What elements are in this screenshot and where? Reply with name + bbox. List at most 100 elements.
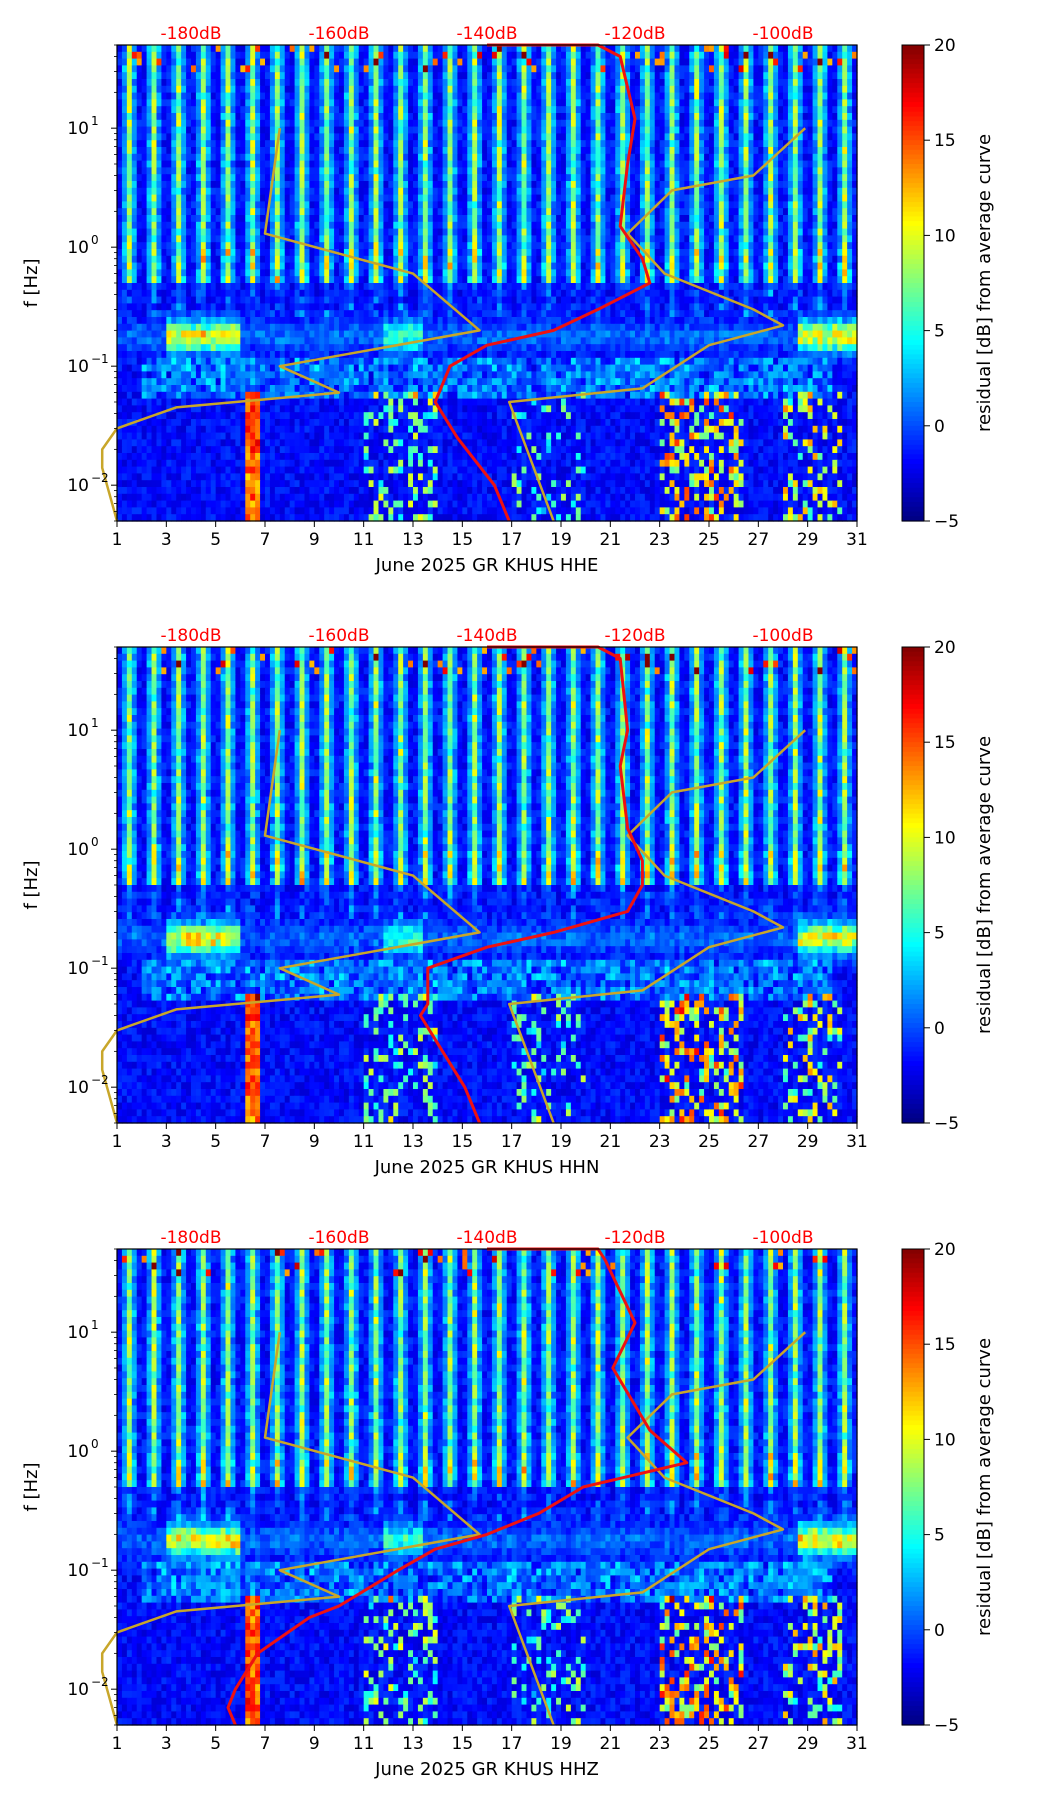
heatmap-cell xyxy=(186,228,192,236)
heatmap-cell xyxy=(225,85,232,94)
heatmap-cell xyxy=(343,187,350,196)
heatmap-cell xyxy=(250,85,256,94)
heatmap-cell xyxy=(516,106,523,114)
heatmap-cell xyxy=(546,133,552,141)
heatmap-cell xyxy=(748,72,754,80)
heatmap-cell xyxy=(205,201,212,209)
heatmap-cell xyxy=(442,119,449,128)
heatmap-cell xyxy=(570,140,577,148)
heatmap-cell xyxy=(131,133,138,141)
heatmap-cell xyxy=(171,181,177,189)
heatmap-cell xyxy=(284,92,291,100)
heatmap-cell xyxy=(802,119,809,128)
heatmap-cell xyxy=(245,215,251,223)
heatmap-cell xyxy=(684,221,690,230)
heatmap-cell xyxy=(654,235,661,243)
heatmap-cell xyxy=(482,249,488,257)
heatmap-cell xyxy=(758,160,764,168)
heatmap-cell xyxy=(817,51,824,60)
heatmap-cell xyxy=(644,215,651,223)
heatmap-cell xyxy=(511,255,518,264)
heatmap-cell xyxy=(477,92,483,100)
heatmap-cell xyxy=(852,181,858,189)
heatmap-cell xyxy=(699,249,705,257)
heatmap-cell xyxy=(605,167,611,175)
heatmap-cell xyxy=(689,65,695,73)
heatmap-cell xyxy=(580,201,587,209)
heatmap-cell xyxy=(117,85,123,94)
heatmap-cell xyxy=(171,119,177,128)
heatmap-cell xyxy=(847,194,853,202)
heatmap-cell xyxy=(220,99,227,107)
heatmap-cell xyxy=(413,79,419,87)
heatmap-cell xyxy=(516,147,523,155)
heatmap-cell xyxy=(255,235,261,243)
heatmap-cell xyxy=(852,147,858,155)
heatmap-cell xyxy=(768,235,774,243)
heatmap-cell xyxy=(314,106,320,114)
heatmap-cell xyxy=(792,249,799,257)
heatmap-cell xyxy=(388,99,394,107)
heatmap-cell xyxy=(294,242,301,250)
heatmap-cell xyxy=(151,51,158,60)
heatmap-cell xyxy=(827,221,833,230)
heatmap-cell xyxy=(378,242,384,250)
heatmap-cell xyxy=(151,194,158,202)
heatmap-cell xyxy=(565,58,572,66)
heatmap-cell xyxy=(442,92,449,100)
heatmap-cell xyxy=(556,228,562,236)
heatmap-cell xyxy=(758,187,764,196)
heatmap-cell xyxy=(482,126,488,134)
heatmap-cell xyxy=(783,72,789,80)
heatmap-cell xyxy=(427,72,434,80)
heatmap-cell xyxy=(225,208,232,216)
heatmap-cell xyxy=(585,242,592,250)
heatmap-cell xyxy=(787,208,794,216)
heatmap-cell xyxy=(121,262,128,270)
heatmap-cell xyxy=(748,79,754,87)
heatmap-cell xyxy=(284,221,291,230)
heatmap-cell xyxy=(620,249,626,257)
heatmap-cell xyxy=(200,79,207,87)
heatmap-cell xyxy=(334,208,340,216)
heatmap-cell xyxy=(334,99,340,107)
heatmap-cell xyxy=(605,208,611,216)
heatmap-cell xyxy=(215,228,222,236)
heatmap-cell xyxy=(378,58,384,66)
heatmap-cell xyxy=(659,255,666,264)
heatmap-cell xyxy=(778,65,784,73)
heatmap-cell xyxy=(664,99,671,107)
heatmap-cell xyxy=(240,221,246,230)
heatmap-cell xyxy=(250,140,256,148)
heatmap-cell xyxy=(383,174,389,182)
heatmap-cell xyxy=(408,72,414,80)
heatmap-cell xyxy=(679,106,685,114)
heatmap-cell xyxy=(487,45,493,53)
heatmap-cell xyxy=(334,126,340,134)
heatmap-cell xyxy=(575,167,582,175)
heatmap-cell xyxy=(393,160,399,168)
heatmap-cell xyxy=(852,72,858,80)
heatmap-cell xyxy=(235,106,241,114)
heatmap-cell xyxy=(526,51,532,60)
heatmap-cell xyxy=(422,65,429,73)
heatmap-cell xyxy=(388,228,394,236)
heatmap-cell xyxy=(669,160,676,168)
heatmap-cell xyxy=(269,249,276,257)
heatmap-cell xyxy=(131,228,138,236)
heatmap-cell xyxy=(482,65,488,73)
heatmap-cell xyxy=(452,45,458,53)
heatmap-cell xyxy=(565,51,572,60)
heatmap-cell xyxy=(738,160,745,168)
heatmap-cell xyxy=(531,249,537,257)
heatmap-cell xyxy=(368,235,375,243)
heatmap-cell xyxy=(797,215,804,223)
heatmap-cell xyxy=(694,187,700,196)
heatmap-cell xyxy=(644,147,651,155)
heatmap-cell xyxy=(358,228,365,236)
heatmap-cell xyxy=(427,140,434,148)
heatmap-cell xyxy=(541,119,547,128)
heatmap-cell xyxy=(556,167,562,175)
heatmap-cell xyxy=(807,92,814,100)
heatmap-cell xyxy=(620,99,626,107)
